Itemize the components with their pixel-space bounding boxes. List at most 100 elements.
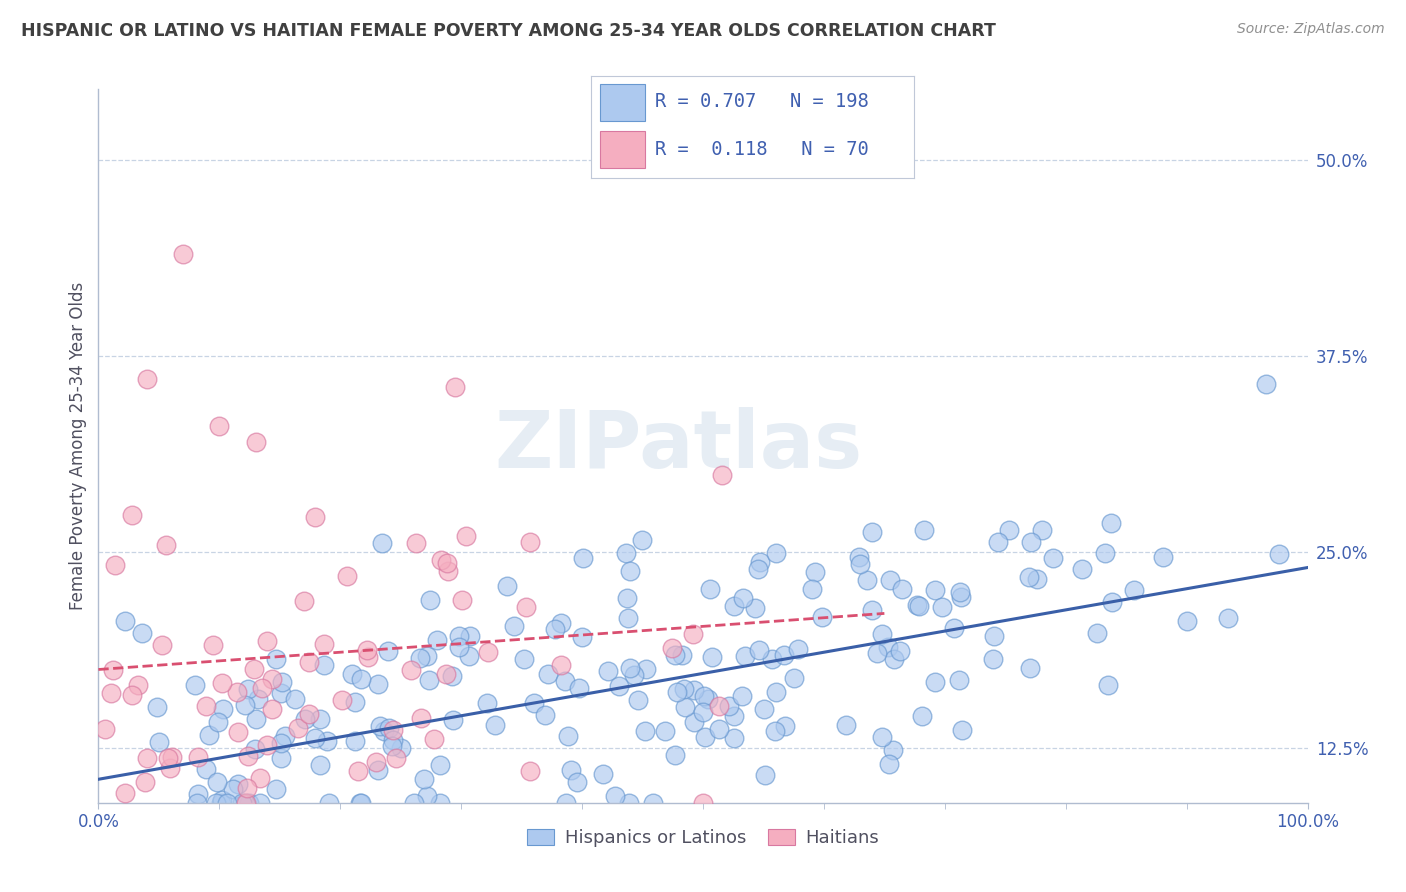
Point bbox=[270, 736, 292, 750]
Point bbox=[623, 668, 645, 682]
Point bbox=[187, 787, 209, 801]
Point bbox=[236, 781, 259, 796]
Text: R = 0.707   N = 198: R = 0.707 N = 198 bbox=[655, 93, 869, 112]
Point bbox=[330, 693, 353, 707]
Point bbox=[664, 648, 686, 662]
Point bbox=[378, 721, 401, 735]
Point bbox=[723, 599, 745, 613]
Point bbox=[157, 751, 180, 765]
Point bbox=[515, 599, 537, 614]
Point bbox=[264, 652, 287, 666]
Point bbox=[683, 683, 706, 698]
Point bbox=[382, 732, 405, 747]
Point bbox=[195, 762, 218, 776]
Point bbox=[405, 535, 427, 549]
Point bbox=[385, 751, 408, 765]
Point bbox=[318, 796, 340, 810]
Point bbox=[429, 758, 451, 772]
Point bbox=[952, 723, 974, 737]
Point bbox=[382, 723, 405, 737]
Point bbox=[134, 774, 156, 789]
Point bbox=[1019, 534, 1042, 549]
Point bbox=[413, 772, 436, 787]
Point bbox=[981, 652, 1004, 666]
Point bbox=[709, 723, 731, 737]
Point bbox=[879, 573, 901, 587]
Point bbox=[877, 757, 900, 772]
Point bbox=[754, 768, 776, 782]
Point bbox=[671, 648, 693, 662]
Point bbox=[908, 599, 931, 613]
Point bbox=[571, 630, 593, 644]
Y-axis label: Female Poverty Among 25-34 Year Olds: Female Poverty Among 25-34 Year Olds bbox=[69, 282, 87, 610]
Point bbox=[695, 731, 717, 745]
Point bbox=[344, 695, 367, 709]
Point bbox=[619, 796, 641, 810]
Point bbox=[315, 734, 337, 748]
Point bbox=[159, 761, 181, 775]
Point bbox=[242, 662, 264, 676]
Text: ZIPatlas: ZIPatlas bbox=[495, 407, 863, 485]
Point bbox=[596, 665, 619, 679]
Point bbox=[1026, 573, 1049, 587]
Point bbox=[211, 676, 233, 690]
Point bbox=[127, 678, 149, 692]
Point bbox=[381, 739, 404, 753]
Point bbox=[350, 796, 373, 810]
Point bbox=[204, 796, 226, 810]
Point bbox=[411, 711, 433, 725]
Point bbox=[195, 699, 218, 714]
Point bbox=[292, 594, 315, 608]
Point bbox=[1071, 562, 1094, 576]
Point bbox=[389, 741, 412, 756]
Point bbox=[889, 644, 911, 658]
Point bbox=[773, 719, 796, 733]
Point bbox=[121, 508, 143, 522]
Point bbox=[226, 777, 249, 791]
Point bbox=[245, 741, 267, 756]
Point bbox=[208, 419, 231, 434]
Point bbox=[150, 638, 173, 652]
Point bbox=[754, 702, 776, 716]
Point bbox=[763, 723, 786, 738]
Text: HISPANIC OR LATINO VS HAITIAN FEMALE POVERTY AMONG 25-34 YEAR OLDS CORRELATION C: HISPANIC OR LATINO VS HAITIAN FEMALE POV… bbox=[21, 22, 995, 40]
Point bbox=[284, 692, 307, 706]
Point bbox=[458, 629, 481, 643]
Point bbox=[924, 583, 946, 598]
Point bbox=[121, 688, 143, 702]
Point bbox=[748, 643, 770, 657]
Point bbox=[264, 782, 287, 797]
Point bbox=[256, 739, 278, 753]
Point bbox=[987, 535, 1010, 549]
Point bbox=[304, 731, 326, 746]
Point bbox=[782, 672, 804, 686]
Point bbox=[571, 551, 593, 566]
Point bbox=[94, 722, 117, 736]
Point bbox=[519, 764, 541, 779]
Point bbox=[222, 781, 245, 796]
Point bbox=[550, 658, 572, 673]
Point bbox=[114, 786, 136, 800]
Point bbox=[238, 796, 260, 810]
Point bbox=[371, 536, 394, 550]
Point bbox=[304, 510, 326, 524]
Point bbox=[1122, 582, 1144, 597]
Point bbox=[148, 735, 170, 749]
Point bbox=[682, 715, 704, 730]
Point bbox=[787, 641, 810, 656]
Point bbox=[357, 650, 380, 665]
Point bbox=[271, 674, 294, 689]
Point bbox=[664, 747, 686, 762]
Point bbox=[761, 652, 783, 666]
Point bbox=[641, 796, 664, 810]
Point bbox=[418, 673, 440, 687]
Point bbox=[543, 622, 565, 636]
Point bbox=[554, 674, 576, 689]
Point bbox=[245, 712, 267, 726]
Point bbox=[619, 564, 641, 578]
Point bbox=[364, 755, 387, 769]
Point bbox=[437, 565, 460, 579]
Point bbox=[135, 372, 157, 386]
Point bbox=[340, 666, 363, 681]
Point bbox=[422, 731, 444, 746]
